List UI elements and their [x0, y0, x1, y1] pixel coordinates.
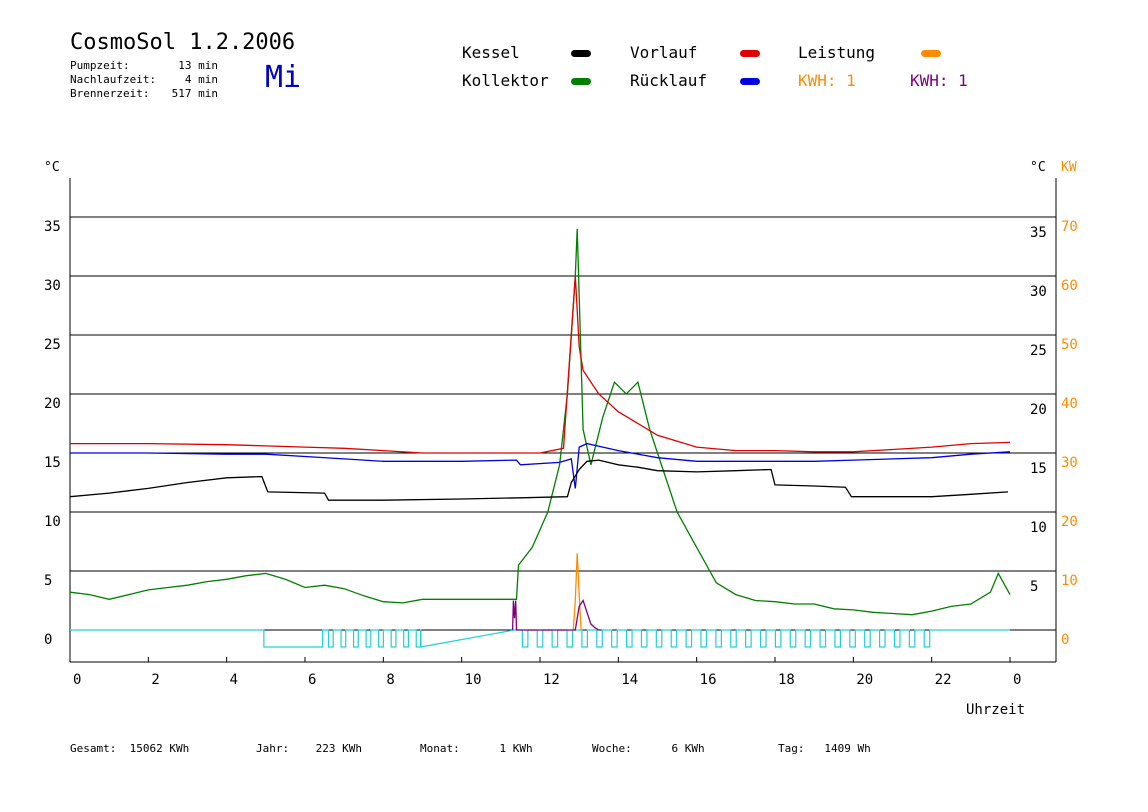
x-tick-label: 0 — [1013, 672, 1021, 688]
weekday-label: Mi — [265, 60, 302, 95]
legend-vorlauf: Vorlauf — [630, 43, 698, 62]
kwh-purple: KWH: 1 — [910, 71, 968, 90]
kwh-orange: KWH: 1 — [798, 71, 856, 90]
y-tick-label-right: 10 — [1030, 520, 1047, 536]
series-line-ruecklauf — [70, 442, 1011, 489]
x-tick-label: 20 — [856, 672, 873, 688]
footer-monat: Monat: 1 KWh — [420, 742, 533, 755]
chart-title: CosmoSol 1.2.2006 — [70, 30, 296, 55]
y-tick-label-left: 15 — [44, 455, 61, 471]
y-axis-unit-left: °C — [44, 160, 60, 175]
y-axis-unit-right: °C — [1030, 160, 1046, 175]
legend-ruecklauf-swatch — [740, 78, 760, 85]
footer-tag: Tag: 1409 Wh — [778, 742, 871, 755]
legend-ruecklauf: Rücklauf — [630, 71, 708, 90]
legend-leistung-swatch — [921, 50, 941, 57]
pump-status-line — [70, 629, 1010, 648]
x-tick-label: 12 — [543, 672, 560, 688]
legend-leistung: Leistung — [798, 43, 876, 62]
chart-axes — [69, 178, 1057, 663]
x-tick-label: 10 — [465, 672, 482, 688]
y-tick-label-right: 25 — [1030, 343, 1047, 359]
chart-ticks: 0 2 4 6 8 10 12 14 16 18 20 22 0 0 5 10 15 20 25 30 35 5 10 15 2… — [44, 219, 1078, 688]
legend-kessel-swatch — [571, 50, 591, 57]
pump-status-trace — [70, 629, 1010, 648]
y-tick-label-left: 20 — [44, 396, 61, 412]
stat-nachlaufzeit: Nachlaufzeit: 4 min — [70, 73, 218, 86]
y-tick-label-left: 35 — [44, 219, 61, 235]
power-tick-label: 10 — [1061, 573, 1078, 589]
footer-jahr: Jahr: 223 KWh — [256, 742, 362, 755]
x-tick-label: 0 — [73, 672, 81, 688]
x-tick-label: 6 — [308, 672, 316, 688]
legend-vorlauf-swatch — [740, 50, 760, 57]
chart-series — [69, 228, 1011, 631]
power-axis-unit: KW — [1061, 160, 1077, 175]
y-tick-label-right: 5 — [1030, 579, 1038, 595]
legend-kollektor-swatch — [571, 78, 591, 85]
x-tick-label: 16 — [700, 672, 717, 688]
x-tick-label: 4 — [230, 672, 238, 688]
footer-gesamt: Gesamt: 15062 KWh — [70, 742, 190, 755]
power-tick-label: 50 — [1061, 337, 1078, 353]
power-line-purple — [511, 599, 600, 631]
x-tick-label: 8 — [386, 672, 394, 688]
y-tick-label-right: 15 — [1030, 461, 1047, 477]
power-tick-label: 60 — [1061, 278, 1078, 294]
y-tick-label-left: 0 — [44, 632, 52, 648]
legend-kollektor: Kollektor — [462, 71, 549, 90]
stat-pumpzeit: Pumpzeit: 13 min — [70, 59, 218, 72]
x-tick-label: 14 — [621, 672, 638, 688]
y-tick-label-left: 5 — [44, 573, 52, 589]
power-tick-label: 40 — [1061, 396, 1078, 412]
y-tick-label-left: 10 — [44, 514, 61, 530]
y-tick-label-left: 30 — [44, 278, 61, 294]
power-tick-label: 30 — [1061, 455, 1078, 471]
footer-woche: Woche: 6 KWh — [592, 742, 705, 755]
stat-brennerzeit: Brennerzeit: 517 min — [70, 87, 218, 100]
y-tick-label-right: 30 — [1030, 284, 1047, 300]
x-axis-label: Uhrzeit — [966, 702, 1025, 718]
x-tick-label: 18 — [778, 672, 795, 688]
power-tick-label: 0 — [1061, 632, 1069, 648]
x-tick-label: 2 — [151, 672, 159, 688]
legend-kessel: Kessel — [462, 43, 520, 62]
y-tick-label-right: 20 — [1030, 402, 1047, 418]
series-line-kollektor — [69, 228, 1011, 616]
power-tick-label: 70 — [1061, 219, 1078, 235]
y-tick-label-right: 35 — [1030, 225, 1047, 241]
power-tick-label: 20 — [1061, 514, 1078, 530]
chart-grid — [70, 216, 1056, 631]
y-tick-label-left: 25 — [44, 337, 61, 353]
x-tick-label: 22 — [935, 672, 952, 688]
series-line-kessel — [69, 459, 1009, 501]
series-line-vorlauf — [70, 275, 1011, 454]
